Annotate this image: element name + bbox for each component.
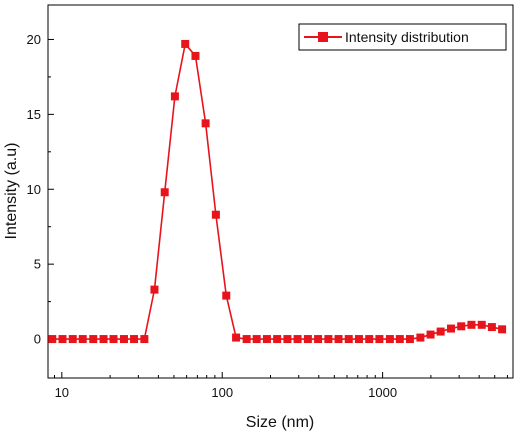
- data-point-marker: [109, 335, 118, 344]
- data-point-marker: [487, 323, 496, 332]
- y-tick-label: 15: [27, 107, 41, 122]
- y-tick-label: 0: [34, 332, 41, 347]
- data-point-marker: [58, 335, 67, 344]
- data-point-marker: [498, 325, 507, 334]
- data-point-marker: [211, 210, 220, 219]
- data-point-marker: [78, 335, 87, 344]
- data-point-marker: [140, 335, 149, 344]
- y-tick-label: 10: [27, 182, 41, 197]
- data-point-marker: [89, 335, 98, 344]
- data-point-marker: [467, 320, 476, 329]
- data-point-marker: [477, 320, 486, 329]
- data-point-marker: [314, 335, 323, 344]
- data-point-marker: [119, 335, 128, 344]
- data-point-marker: [273, 335, 282, 344]
- data-point-marker: [150, 285, 159, 294]
- data-point-marker: [170, 92, 179, 101]
- plot-frame: [47, 4, 514, 379]
- data-point-marker: [293, 335, 302, 344]
- data-point-marker: [222, 291, 231, 300]
- data-point-marker: [201, 119, 210, 128]
- x-tick-label: 10: [55, 385, 69, 400]
- data-point-marker: [324, 335, 333, 344]
- data-point-marker: [436, 327, 445, 336]
- data-point-marker: [262, 335, 271, 344]
- data-point-marker: [283, 335, 292, 344]
- data-point-marker: [48, 335, 57, 344]
- data-point-marker: [232, 333, 241, 342]
- y-tick-label: 5: [34, 257, 41, 272]
- y-axis-label: Intensity (a.u): [3, 143, 20, 240]
- x-axis-label: Size (nm): [246, 414, 314, 431]
- series-layer: [48, 39, 507, 344]
- data-point-marker: [99, 335, 108, 344]
- data-point-marker: [395, 335, 404, 344]
- data-point-marker: [385, 335, 394, 344]
- data-point-marker: [344, 335, 353, 344]
- data-point-marker: [416, 333, 425, 342]
- data-point-marker: [334, 335, 343, 344]
- data-point-marker: [447, 324, 456, 333]
- data-point-marker: [181, 39, 190, 48]
- data-point-marker: [68, 335, 77, 344]
- data-point-marker: [375, 335, 384, 344]
- data-point-marker: [160, 188, 169, 197]
- data-point-marker: [365, 335, 374, 344]
- legend: Intensity distribution: [298, 23, 507, 51]
- legend-label: Intensity distribution: [345, 29, 469, 45]
- data-point-marker: [242, 335, 251, 344]
- data-point-marker: [457, 322, 466, 331]
- data-point-marker: [426, 330, 435, 339]
- data-point-marker: [252, 335, 261, 344]
- legend-marker-sample: [318, 32, 328, 42]
- y-tick-label: 20: [27, 32, 41, 47]
- data-point-marker: [303, 335, 312, 344]
- data-point-marker: [405, 335, 414, 344]
- data-point-marker: [191, 51, 200, 60]
- data-point-marker: [130, 335, 139, 344]
- data-point-marker: [354, 335, 363, 344]
- x-tick-label: 100: [211, 385, 233, 400]
- series-line: [52, 43, 503, 340]
- axis-ticks: 0 5 10 15 20 10 100 1000: [27, 32, 508, 400]
- x-tick-label: 1000: [368, 385, 397, 400]
